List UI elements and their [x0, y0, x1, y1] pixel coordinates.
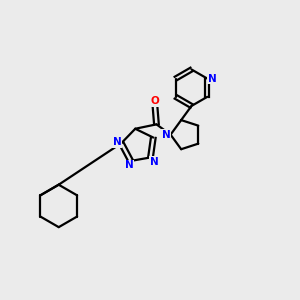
Text: N: N [208, 74, 217, 84]
Text: O: O [151, 96, 159, 106]
Text: N: N [161, 130, 170, 140]
Text: N: N [150, 157, 158, 166]
Text: N: N [125, 160, 134, 170]
Text: N: N [113, 137, 122, 147]
